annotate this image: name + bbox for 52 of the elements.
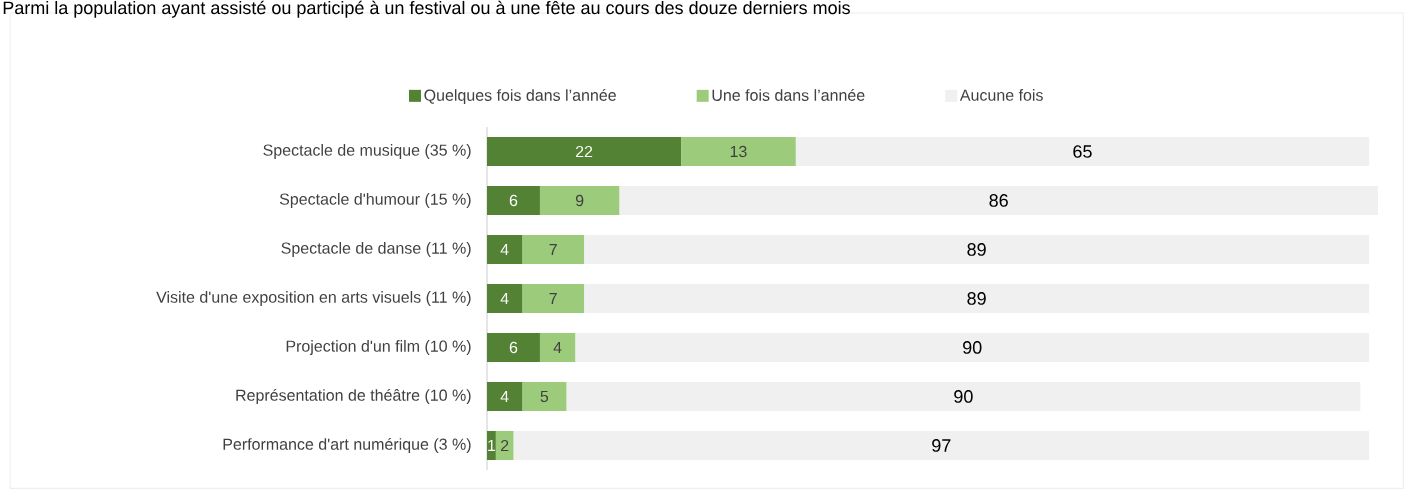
data-label: 7 [549, 244, 557, 255]
chart-title: Parmi la population ayant assisté ou participé à un festival ou à une fête au cours des douze derniers mois [3, 0, 850, 18]
bar [487, 137, 682, 166]
bar [584, 283, 1370, 313]
bar [513, 430, 1370, 460]
y-tick-label: Visite d'une exposition en arts visuels (11 %) [156, 291, 471, 306]
bar [795, 137, 1370, 166]
data-label: 13 [730, 145, 747, 158]
bar [566, 381, 1361, 411]
data-label: 89 [967, 243, 986, 256]
bar [539, 332, 576, 362]
bar [487, 381, 523, 411]
data-label: 4 [553, 342, 562, 353]
legend-label: Quelques fois dans l’année [424, 88, 616, 105]
y-tick-label: Projection d'un film (10 %) [286, 340, 471, 355]
data-label: 1 [488, 440, 496, 451]
data-label: 97 [932, 439, 951, 452]
data-label: 65 [1073, 145, 1092, 158]
data-label: 90 [963, 341, 982, 354]
bar [495, 430, 514, 460]
data-label: 89 [967, 292, 986, 305]
data-label: 4 [500, 292, 509, 304]
bar [584, 235, 1370, 264]
y-tick-label: Spectacle d'humour (15 %) [279, 193, 471, 208]
data-label: 5 [540, 390, 549, 403]
legend-label: Une fois dans l’année [712, 88, 865, 101]
bar [539, 186, 620, 215]
bar [487, 283, 523, 313]
y-tick-label: Spectacle de musique (35 %) [263, 144, 471, 159]
data-label: 6 [509, 194, 518, 207]
data-label: 90 [954, 390, 973, 403]
data-label: 7 [549, 292, 557, 304]
y-tick-label: Spectacle de danse (11 %) [281, 242, 471, 257]
y-tick-label: Représentation de théâtre (10 %) [236, 388, 471, 405]
y-tick-label: Performance d'art numérique (3 %) [223, 437, 471, 454]
legend-label: Aucune fois [959, 89, 1043, 101]
data-label: 4 [500, 244, 509, 255]
data-label: 22 [575, 145, 593, 158]
bar [487, 186, 540, 215]
data-label: 6 [509, 341, 518, 354]
data-label: 9 [575, 194, 584, 207]
bar [522, 283, 585, 313]
bar [487, 235, 523, 264]
bar [681, 137, 796, 166]
bar [619, 186, 1378, 215]
data-label: 86 [989, 194, 1008, 207]
bar [487, 332, 540, 362]
data-label: 4 [500, 390, 509, 402]
bar [522, 381, 567, 411]
bar [522, 235, 585, 264]
bar [575, 332, 1370, 362]
data-label: 2 [501, 439, 509, 452]
